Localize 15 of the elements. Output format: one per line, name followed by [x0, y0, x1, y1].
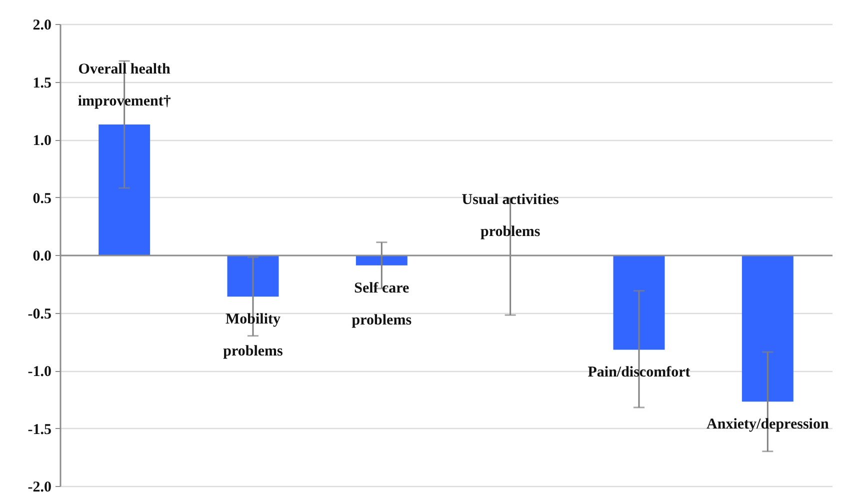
y-tick-label: 0.5: [32, 190, 52, 207]
x-tick-label: Usual activities problems: [462, 192, 560, 240]
x-tick-label: Pain/discomfort: [588, 364, 690, 381]
y-tick-label: -1.5: [28, 422, 52, 438]
y-tick-label: 0.0: [32, 248, 52, 264]
y-tick-label: 1.0: [32, 133, 52, 149]
y-tick-label: 2.0: [32, 18, 52, 34]
x-tick-label: Self care problems: [352, 280, 412, 328]
y-tick-label: -1.0: [28, 364, 52, 380]
x-tick-label: Overall health improvement†: [78, 61, 172, 110]
x-tick-label: Mobility problems: [223, 312, 284, 360]
y-tick-label: -0.5: [28, 306, 52, 322]
y-tick-label: -2.0: [28, 480, 52, 495]
x-tick-label: Anxiety/depression: [706, 416, 830, 433]
y-tick-label: 1.5: [32, 75, 52, 92]
